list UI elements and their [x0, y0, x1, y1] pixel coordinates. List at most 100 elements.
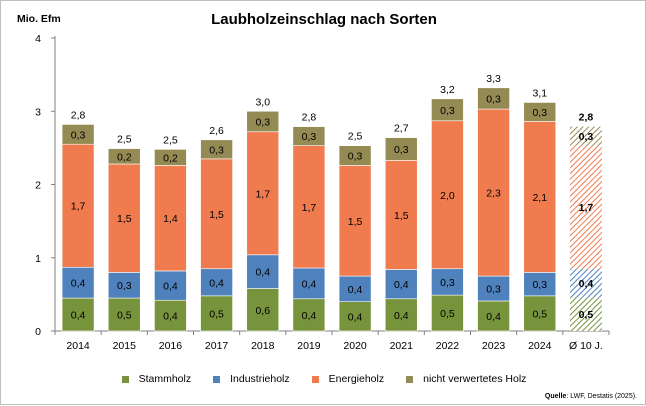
x-category-label: 2021: [390, 340, 414, 352]
segment-label: 0,4: [71, 278, 86, 290]
legend-item-industrieholz: Industrieholz: [213, 373, 290, 385]
segment-label: 1,5: [348, 216, 363, 228]
y-tick-label: 2: [35, 180, 41, 192]
bar-industrieholz-2015: [107, 272, 141, 299]
segment-label: 0,2: [163, 152, 178, 164]
segment-label: 0,2: [117, 151, 132, 163]
segment-label: 0,5: [579, 309, 594, 321]
bar-stammholz-2016: [154, 299, 187, 332]
segment-label: 0,4: [394, 310, 409, 322]
segment-label: 0,3: [117, 280, 132, 292]
y-tick-label: 3: [35, 106, 41, 118]
y-tick-label: 1: [35, 253, 41, 265]
total-label: 2,8: [302, 112, 317, 124]
bar-energieholz-2024: [523, 121, 557, 273]
bars: [61, 87, 602, 332]
segment-label: 0,4: [302, 310, 317, 322]
total-label: 3,3: [486, 73, 501, 85]
segment-label: 0,4: [394, 279, 409, 291]
segment-label: 0,4: [255, 267, 270, 279]
x-category-label: 2020: [343, 340, 367, 352]
bar-stammholz-2020: [338, 301, 372, 332]
bar-nicht-verwertetes-holz-2023: [477, 87, 510, 110]
segment-label: 0,3: [209, 144, 224, 156]
total-label: 2,5: [163, 134, 178, 146]
segment-label: 0,4: [486, 311, 501, 323]
bar-energieholz-2015: [107, 163, 141, 273]
bar-energieholz-10J: [569, 145, 602, 269]
segment-label: 0,3: [532, 107, 547, 119]
total-label: 2,8: [71, 109, 86, 121]
bar-industrieholz-2019: [292, 267, 326, 300]
bar-nicht-verwertetes-holz-2021: [384, 137, 418, 161]
x-category-label: 2023: [482, 340, 506, 352]
bar-stammholz-2017: [200, 295, 233, 332]
x-category-label: 2018: [251, 340, 275, 352]
segment-label: 1,4: [163, 213, 178, 225]
segment-label: 1,5: [209, 209, 224, 221]
segment-label: 2,1: [532, 192, 547, 204]
legend-swatch-industrieholz: [213, 375, 221, 383]
x-category-label: 2016: [159, 340, 183, 352]
y-axis-unit-label: Mio. Efm: [17, 13, 61, 25]
segment-label: 0,4: [348, 311, 363, 323]
data-labels: 0,4 0,4 1,7 0,3 2,8 0,5 0,3 1,5 0,2 2,5 0,4 0,4 1,4 0…: [71, 73, 594, 324]
bar-energieholz-2020: [338, 165, 372, 277]
segment-label: 0,3: [348, 151, 363, 163]
legend-swatch-nicht-verwertetes-holz: [406, 375, 414, 383]
segment-label: 1,7: [579, 202, 594, 214]
bar-stammholz-2019: [292, 298, 326, 332]
x-category-label: 2017: [205, 340, 229, 352]
bar-nicht-verwertetes-holz-2015: [107, 148, 141, 165]
legend-item-nicht-verwertetes-holz: nicht verwertetes Holz: [406, 373, 526, 385]
segment-label: 0,5: [209, 308, 224, 320]
bar-industrieholz-2022: [431, 268, 464, 296]
segment-label: 0,3: [71, 129, 86, 141]
bar-nicht-verwertetes-holz-2024: [523, 102, 557, 122]
x-category-label: Ø 10 J.: [569, 340, 603, 352]
bar-energieholz-2022: [431, 120, 464, 270]
total-label: 2,5: [348, 131, 363, 143]
segment-label: 1,5: [117, 213, 132, 225]
bar-industrieholz-2014: [61, 266, 95, 299]
bar-industrieholz-2020: [338, 275, 372, 303]
bar-energieholz-2014: [61, 143, 95, 268]
segment-label: 2,3: [486, 188, 501, 200]
bar-industrieholz-2016: [154, 270, 187, 301]
segment-label: 0,3: [579, 131, 594, 143]
bar-nicht-verwertetes-holz-2016: [154, 149, 187, 166]
segment-label: 1,5: [394, 210, 409, 222]
total-label: 2,7: [394, 123, 409, 135]
segment-label: 0,3: [440, 277, 455, 289]
source-prefix: Quelle: [544, 393, 567, 400]
legend-label-stammholz: Stammholz: [138, 373, 192, 385]
x-category-label: 2015: [113, 340, 137, 352]
bar-energieholz-2018: [246, 131, 280, 256]
bar-industrieholz-10J: [569, 268, 602, 298]
segment-label: 0,3: [255, 117, 270, 129]
total-label: 2,5: [117, 134, 132, 146]
total-label: 2,8: [579, 112, 594, 124]
bar-energieholz-2021: [384, 160, 418, 270]
bar-nicht-verwertetes-holz-2014: [61, 124, 95, 145]
bar-stammholz-2022: [431, 294, 464, 332]
segment-label: 0,3: [440, 105, 455, 117]
bar-nicht-verwertetes-holz-2017: [200, 139, 233, 160]
segment-label: 0,4: [163, 281, 178, 293]
y-tick-label: 0: [35, 326, 41, 338]
total-label: 2,6: [209, 125, 224, 137]
bar-energieholz-2016: [154, 165, 187, 272]
x-category-label: 2019: [297, 340, 321, 352]
x-category-label: 2022: [436, 340, 460, 352]
source-text: : LWF, Destatis (2025).: [566, 393, 637, 400]
bar-energieholz-2019: [292, 145, 326, 269]
axes: 0 1 2 3 4 2014 2015 2016 2017 2018 2019 2020 2021 202…: [35, 33, 610, 352]
bar-energieholz-2023: [477, 108, 510, 277]
segment-label: 0,4: [71, 310, 86, 322]
legend-swatch-energieholz: [311, 375, 319, 383]
segment-label: 0,5: [440, 308, 455, 320]
total-label: 3,2: [440, 84, 455, 96]
y-tick-label: 4: [35, 33, 41, 45]
bar-industrieholz-2017: [200, 268, 233, 297]
legend-item-stammholz: Stammholz: [121, 373, 192, 385]
